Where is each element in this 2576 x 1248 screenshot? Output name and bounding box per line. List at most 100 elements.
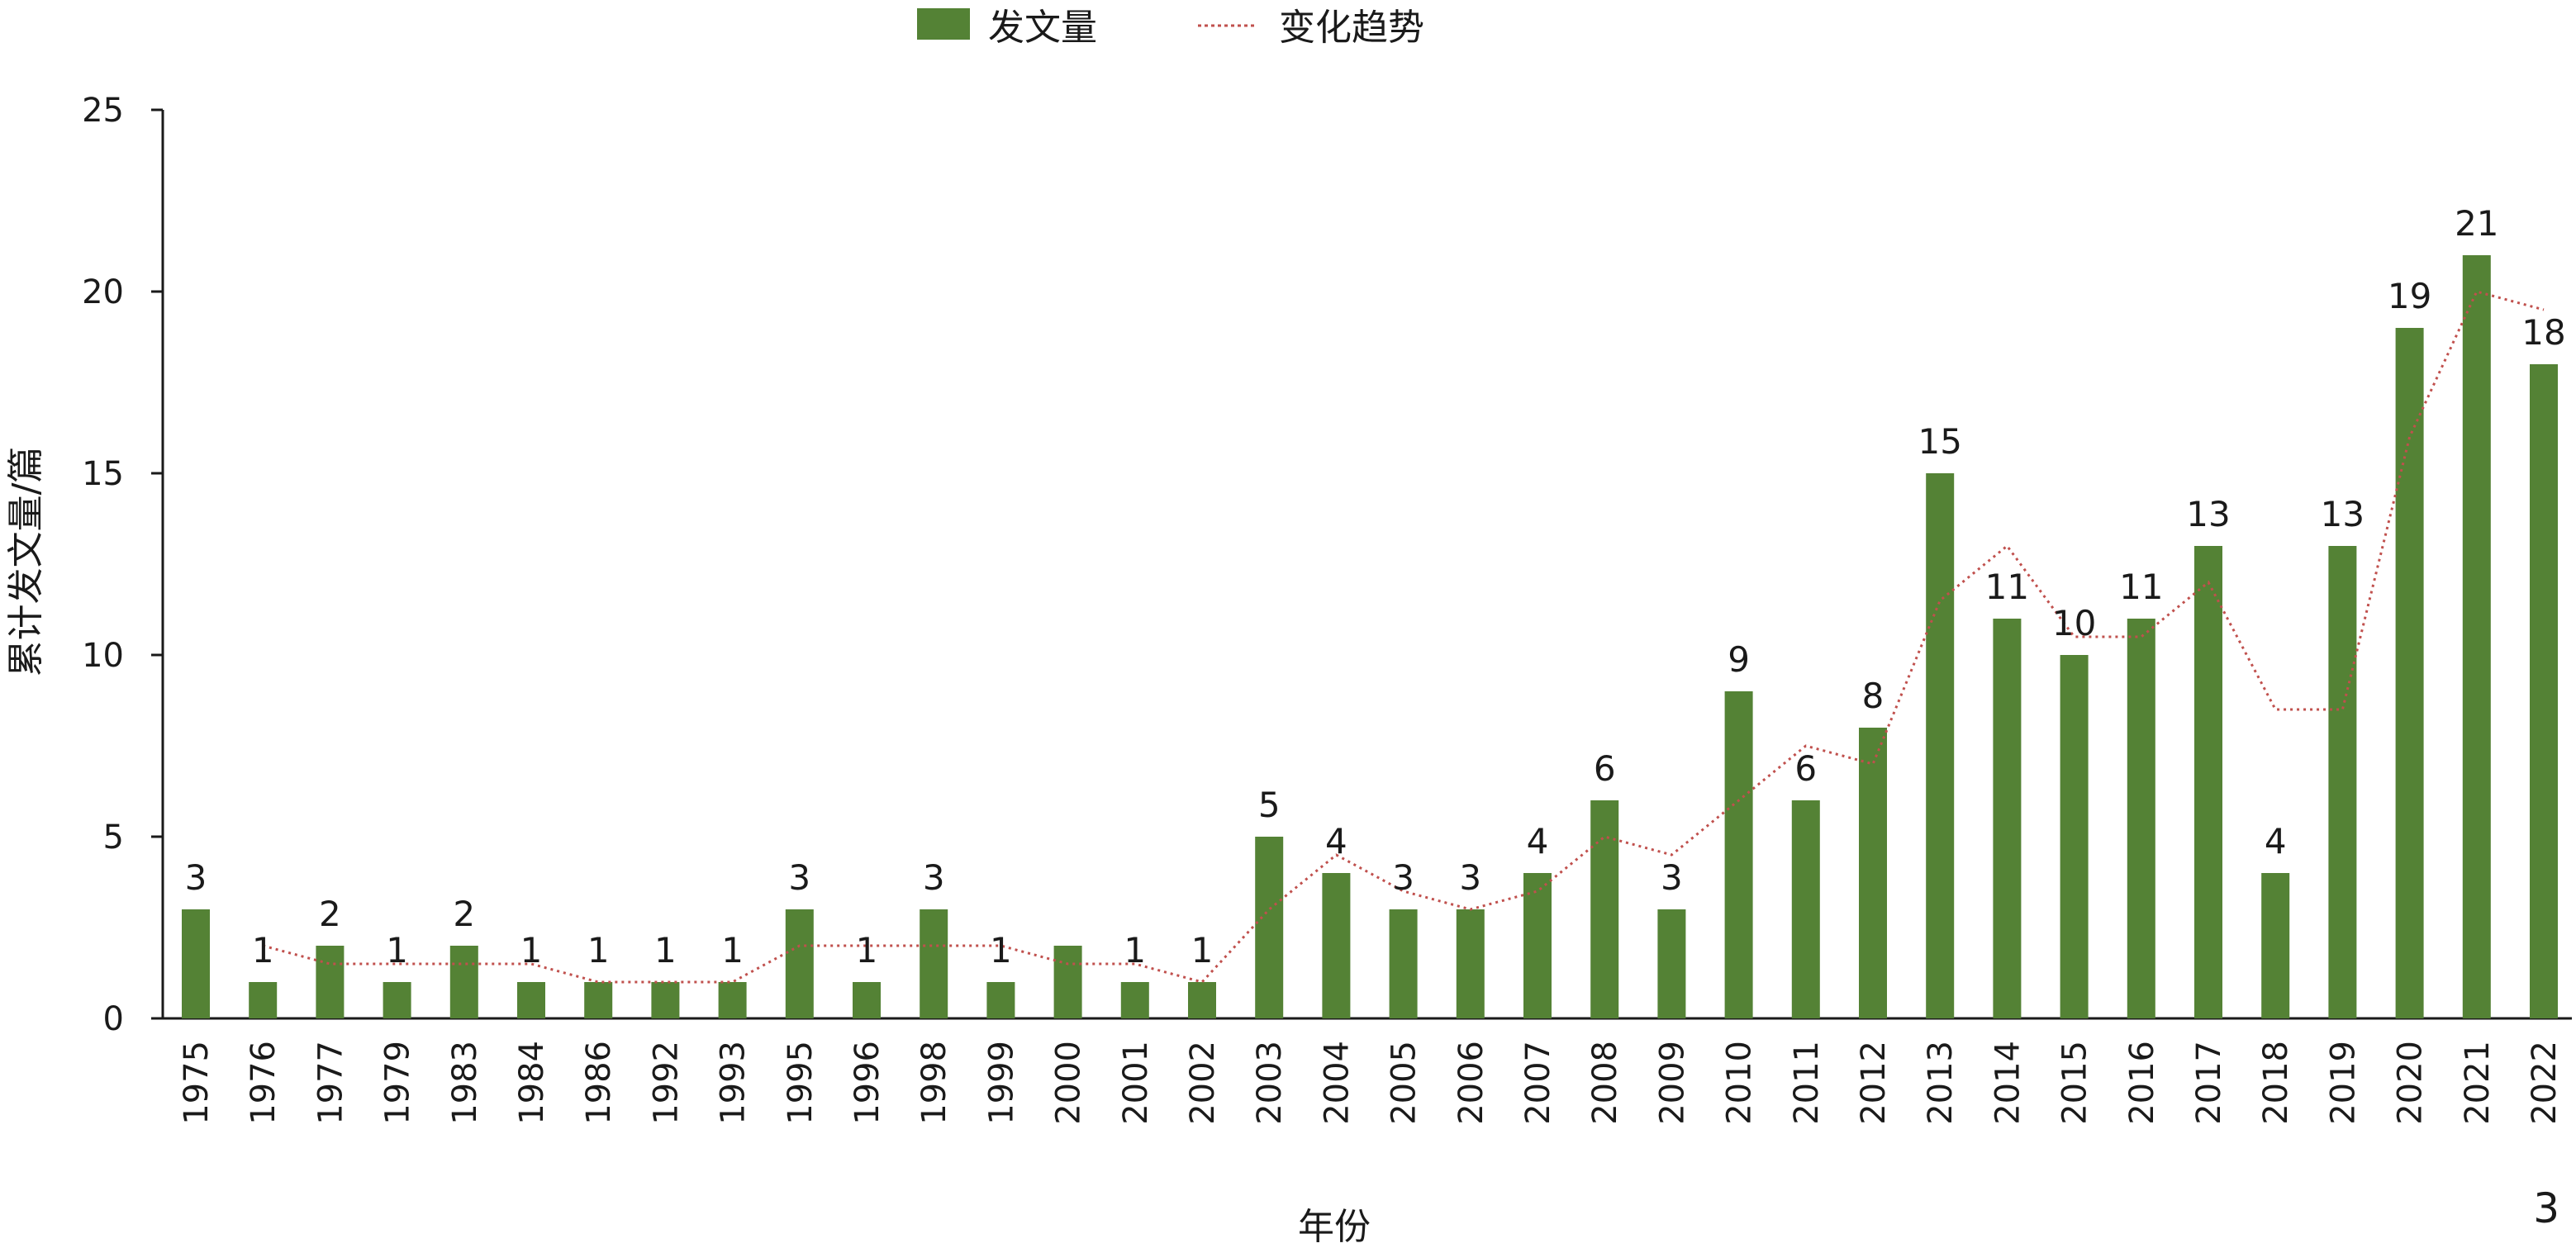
data-label-1979: 1	[386, 930, 408, 970]
x-tick-label-2008: 2008	[1586, 1041, 1624, 1125]
bar-1998	[920, 909, 948, 1018]
x-tick-label-1979: 1979	[379, 1041, 417, 1125]
bar-2013	[1926, 473, 1955, 1018]
bar-2015	[2060, 655, 2089, 1018]
y-ticks: 0 5 10 15 20 25	[82, 92, 163, 1038]
bar-2022	[2530, 364, 2558, 1018]
x-tick-label-2000: 2000	[1050, 1041, 1088, 1125]
data-label-2022: 18	[2521, 312, 2565, 353]
data-label-2008: 6	[1594, 748, 1616, 789]
bar-1983	[449, 946, 478, 1018]
x-tick-label-1995: 1995	[782, 1041, 820, 1125]
data-label-2017: 13	[2186, 494, 2230, 534]
x-tick-label-2017: 2017	[2190, 1041, 2228, 1125]
bar-1979	[383, 982, 411, 1018]
x-tick-label-2004: 2004	[1318, 1041, 1356, 1125]
data-label-2009: 3	[1661, 857, 1683, 898]
bar-2014	[1993, 619, 2022, 1018]
y-tick-label: 25	[82, 92, 124, 130]
bar-1995	[785, 909, 814, 1018]
x-tick-label-2013: 2013	[1922, 1041, 1960, 1125]
data-label-1984: 1	[520, 930, 543, 970]
data-label-1983: 2	[453, 894, 475, 934]
data-label-2014: 11	[1985, 567, 2029, 607]
bar-2019	[2328, 546, 2357, 1018]
x-tick-label-1976: 1976	[245, 1041, 283, 1125]
data-label-2001: 1	[1124, 930, 1146, 970]
y-tick-label: 15	[82, 455, 124, 493]
y-tick-label: 10	[82, 637, 124, 675]
x-ticks: 1975 1976 1977 1979 1983 1984 1986 1992 1993 1995…	[178, 1041, 2564, 1125]
x-tick-label-1984: 1984	[513, 1041, 551, 1125]
data-label-1976: 1	[252, 930, 274, 970]
x-tick-label-1998: 1998	[915, 1041, 953, 1125]
x-tick-label-2015: 2015	[2056, 1041, 2094, 1125]
data-label-2016: 11	[2119, 567, 2163, 607]
x-tick-label-2010: 2010	[1721, 1041, 1759, 1125]
data-label-2019: 13	[2321, 494, 2365, 534]
bar-2021	[2462, 255, 2491, 1018]
x-axis-title: 年份	[1298, 1206, 1371, 1248]
bar-2011	[1791, 800, 1820, 1018]
data-label-2011: 6	[1794, 748, 1817, 789]
y-tick-label: 20	[82, 273, 124, 311]
trend-line-group	[262, 290, 2545, 984]
bar-1996	[853, 982, 881, 1018]
bar-1986	[584, 982, 613, 1018]
data-label-2002: 1	[1191, 930, 1214, 970]
bar-2020	[2395, 328, 2424, 1018]
x-tick-label-2014: 2014	[1989, 1041, 2027, 1125]
data-label-1999: 1	[990, 930, 1012, 970]
bar-1976	[249, 982, 278, 1018]
bar-2000	[1053, 946, 1082, 1018]
panel-label: 3	[2533, 1184, 2559, 1232]
data-label-1998: 3	[923, 857, 945, 898]
x-tick-label-1975: 1975	[178, 1041, 216, 1125]
x-tick-label-1992: 1992	[647, 1041, 685, 1125]
x-tick-label-2006: 2006	[1452, 1041, 1490, 1125]
x-tick-label-2022: 2022	[2526, 1041, 2564, 1125]
x-tick-label-2003: 2003	[1251, 1041, 1289, 1125]
legend-label-trend: 变化趋势	[1279, 7, 1424, 49]
bar-1992	[651, 982, 680, 1018]
x-tick-label-2020: 2020	[2392, 1041, 2430, 1125]
data-label-2018: 4	[2265, 821, 2287, 861]
x-tick-label-1996: 1996	[848, 1041, 886, 1125]
data-label-1977: 2	[319, 894, 341, 934]
legend-label-bars: 发文量	[988, 7, 1097, 49]
legend-swatch-bars	[917, 8, 970, 40]
x-tick-label-2001: 2001	[1117, 1041, 1155, 1125]
bar-2003	[1255, 837, 1284, 1018]
bar-1977	[316, 946, 345, 1018]
data-label-2004: 4	[1325, 821, 1347, 861]
bar-2007	[1523, 873, 1552, 1018]
bar-1999	[986, 982, 1015, 1018]
bar-1984	[517, 982, 545, 1018]
bar-2002	[1188, 982, 1216, 1018]
x-tick-label-2019: 2019	[2324, 1041, 2362, 1125]
x-tick-label-2002: 2002	[1184, 1041, 1222, 1125]
bar-2008	[1590, 800, 1619, 1018]
bar-2010	[1724, 691, 1753, 1018]
x-tick-label-2021: 2021	[2459, 1041, 2497, 1125]
x-tick-label-2007: 2007	[1519, 1041, 1557, 1125]
bar-2005	[1389, 909, 1418, 1018]
data-label-1992: 1	[654, 930, 677, 970]
data-label-1975: 3	[185, 857, 207, 898]
x-tick-label-1977: 1977	[311, 1041, 349, 1125]
x-tick-label-2012: 2012	[1855, 1041, 1893, 1125]
y-tick-label: 5	[103, 819, 124, 857]
x-tick-label-2009: 2009	[1653, 1041, 1691, 1125]
trend-line	[262, 290, 2545, 984]
x-tick-label-1983: 1983	[446, 1041, 484, 1125]
x-tick-label-2005: 2005	[1385, 1041, 1423, 1125]
x-tick-label-1999: 1999	[982, 1041, 1020, 1125]
y-axis-title: 累计发文量/篇	[5, 447, 47, 677]
bar-2009	[1657, 909, 1686, 1018]
data-label-2015: 10	[2052, 603, 2096, 643]
data-label-2012: 8	[1862, 676, 1884, 716]
data-label-2006: 3	[1459, 857, 1481, 898]
data-label-1986: 1	[587, 930, 610, 970]
x-tick-label-2018: 2018	[2257, 1041, 2295, 1125]
